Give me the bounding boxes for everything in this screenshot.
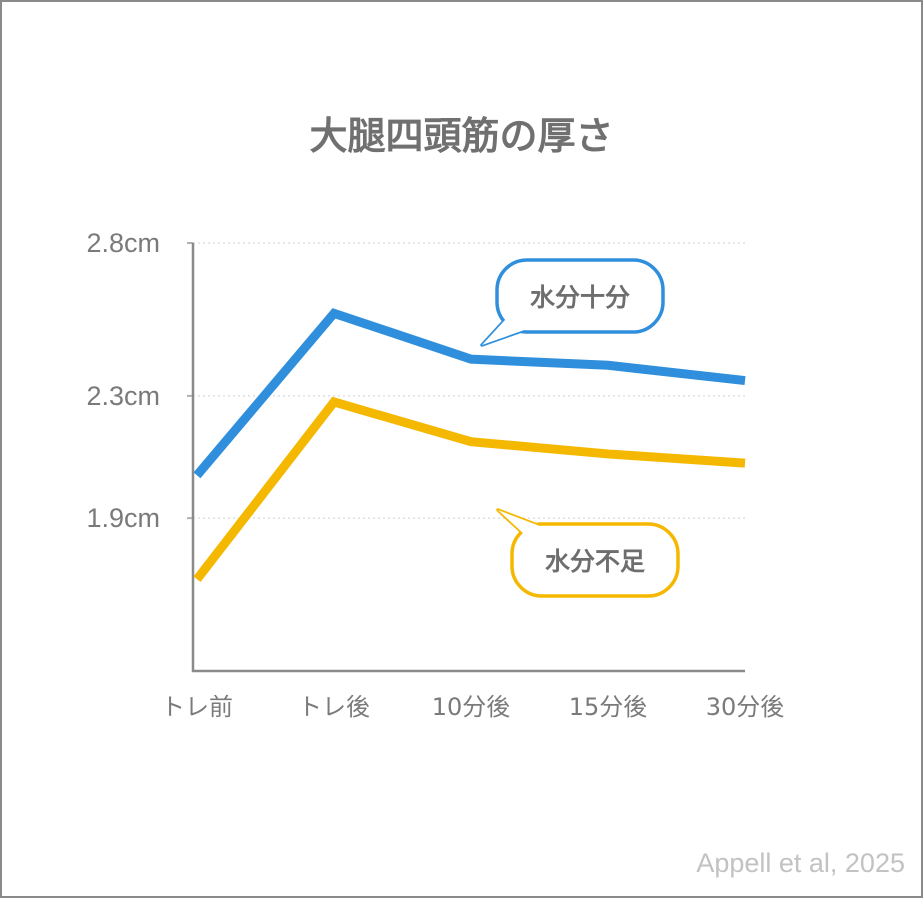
- x-tick-label: トレ後: [298, 693, 370, 721]
- y-tick-label: 2.8cm: [86, 228, 160, 258]
- x-tick-label: 30分後: [706, 693, 785, 721]
- chart-title: 大腿四頭筋の厚さ: [309, 114, 614, 158]
- source-citation: Appell et al, 2025: [696, 848, 905, 878]
- series-label-2: 水分不足: [545, 547, 645, 576]
- callout-tail-fill-2: [498, 510, 545, 535]
- x-tick-label: トレ前: [161, 693, 233, 721]
- x-tick-label: 10分後: [432, 693, 511, 721]
- callout-box-1: [495, 258, 665, 334]
- y-tick-label: 2.3cm: [86, 381, 160, 411]
- series-line-2: [193, 396, 746, 583]
- y-tick-label: 1.9cm: [86, 503, 160, 533]
- callout-box-2: [510, 522, 680, 598]
- x-tick-label: 15分後: [569, 693, 648, 721]
- series-label-1: 水分十分: [530, 283, 630, 312]
- series-line-1: [193, 308, 746, 479]
- callout-tail-fill-1: [482, 320, 530, 345]
